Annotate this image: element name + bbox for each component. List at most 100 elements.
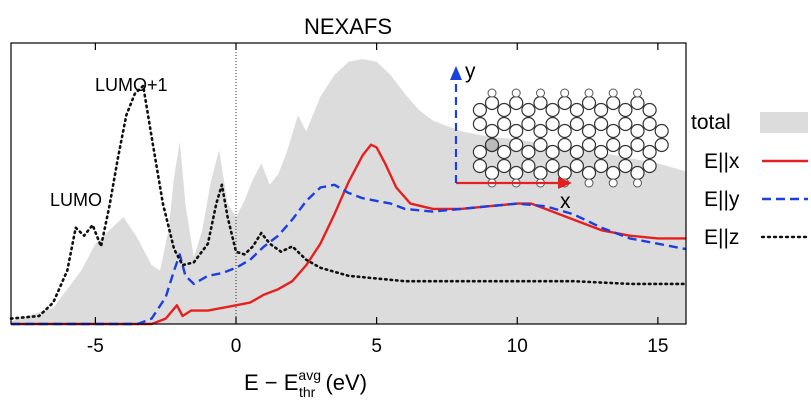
y-arrowhead-icon (450, 66, 462, 80)
molecule-hydrogen (608, 88, 618, 98)
molecule-atom (521, 158, 536, 174)
molecule-atom (509, 165, 524, 181)
legend-label-ez: E||z (704, 226, 739, 249)
molecule-atom (618, 158, 633, 174)
molecule-atom (545, 158, 560, 174)
molecule-atom (581, 165, 597, 181)
molecule-atom (618, 102, 633, 118)
molecule-atom (509, 95, 524, 111)
legend-item-ey: E||y (704, 188, 808, 211)
molecule-atom (557, 137, 572, 153)
plot-frame (10, 42, 687, 325)
molecule-hydrogen (487, 88, 497, 98)
legend-label-ey: E||y (704, 188, 740, 211)
molecule-atom (533, 137, 548, 153)
molecule-atom (654, 123, 669, 139)
xlabel-suffix: (eV) (319, 370, 367, 395)
molecule-atom (630, 95, 645, 111)
molecule-atom (533, 95, 548, 111)
molecule-hydrogen (584, 88, 594, 98)
molecule-atom (533, 123, 548, 139)
molecule-atom (484, 123, 500, 139)
legend-label-total: total (691, 111, 731, 134)
molecule-atom (484, 165, 500, 181)
molecule-atom (472, 144, 487, 160)
legend: total E||x E||y E||z (691, 111, 810, 249)
molecule-atom (497, 102, 512, 118)
molecule-atom (642, 116, 657, 132)
molecule-atom (593, 144, 609, 160)
x-axis-label: E − Eavg thr (eV) (244, 367, 367, 400)
x-tick-label: -5 (87, 336, 104, 357)
molecule-atom (545, 116, 560, 132)
molecule-atom (606, 123, 621, 139)
molecule-atom (630, 165, 645, 181)
xlabel-superscript: avg (298, 367, 321, 383)
molecule-atom (472, 102, 487, 118)
plot-area (9, 42, 688, 326)
xlabel-prefix: E − E (244, 370, 298, 395)
legend-item-total: total (691, 111, 808, 134)
molecule-atom (642, 102, 657, 118)
annotation-lumo-plus-1: LUMO+1 (95, 75, 168, 95)
molecule-hydrogen (536, 88, 545, 98)
molecule-hydrogen (584, 178, 594, 188)
molecule-atom (642, 158, 657, 174)
x-tick-label: 10 (507, 336, 528, 357)
annotation-lumo: LUMO (50, 190, 102, 210)
molecule-hydrogen (511, 88, 521, 98)
molecule-atom (557, 95, 572, 111)
molecule-atom (642, 144, 657, 160)
molecule-atom (593, 102, 609, 118)
molecule-atom (630, 123, 645, 139)
molecule-atom (593, 158, 609, 174)
molecule-atom (545, 102, 560, 118)
chart-title: NEXAFS (304, 14, 392, 39)
molecule-atom (509, 123, 524, 139)
molecule-atom (606, 95, 621, 111)
molecule-structure-icon (472, 88, 669, 188)
legend-item-ez: E||z (704, 226, 810, 249)
legend-label-ex: E||x (704, 150, 740, 173)
molecule-atom (533, 165, 548, 181)
molecule-atom (569, 144, 585, 160)
molecule-atom (497, 116, 512, 132)
inset-x-label: x (560, 190, 571, 213)
molecule-atom (557, 123, 572, 139)
molecule-atom (497, 158, 512, 174)
inset-y-label: y (465, 60, 476, 83)
molecule-atom (606, 137, 621, 153)
x-tick-label: 5 (371, 336, 382, 357)
x-tick-label: 15 (647, 336, 668, 357)
legend-item-ex: E||x (704, 150, 808, 173)
molecule-atom (521, 116, 536, 132)
x-arrowhead-icon (558, 177, 572, 189)
x-ticks: -5 0 5 10 15 (87, 43, 668, 357)
x-tick-label: 0 (231, 336, 242, 357)
series-line-ez (9, 84, 688, 320)
molecule-hydrogen (633, 178, 642, 188)
molecule-atom (521, 144, 536, 160)
molecule-atom (472, 158, 487, 174)
molecule-atom (521, 102, 536, 118)
molecule-inset: x y (450, 60, 669, 213)
molecule-atom (509, 137, 524, 153)
molecule-hydrogen (633, 88, 642, 98)
molecule-atom (581, 137, 597, 153)
xlabel-subscript: thr (299, 384, 316, 400)
molecule-atom (569, 116, 585, 132)
molecule-atom (618, 144, 633, 160)
molecule-atom (545, 144, 560, 160)
molecule-atom (569, 102, 585, 118)
molecule-atom (569, 158, 585, 174)
line-layer (9, 84, 688, 326)
molecule-atom (497, 144, 512, 160)
molecule-atom (472, 116, 487, 132)
molecule-atom (593, 116, 609, 132)
molecule-atom (618, 116, 633, 132)
molecule-atom (557, 165, 572, 181)
legend-swatch-total (760, 112, 808, 133)
series-line-ey (11, 183, 687, 326)
molecule-atom (630, 137, 645, 153)
molecule-atom (654, 137, 669, 153)
